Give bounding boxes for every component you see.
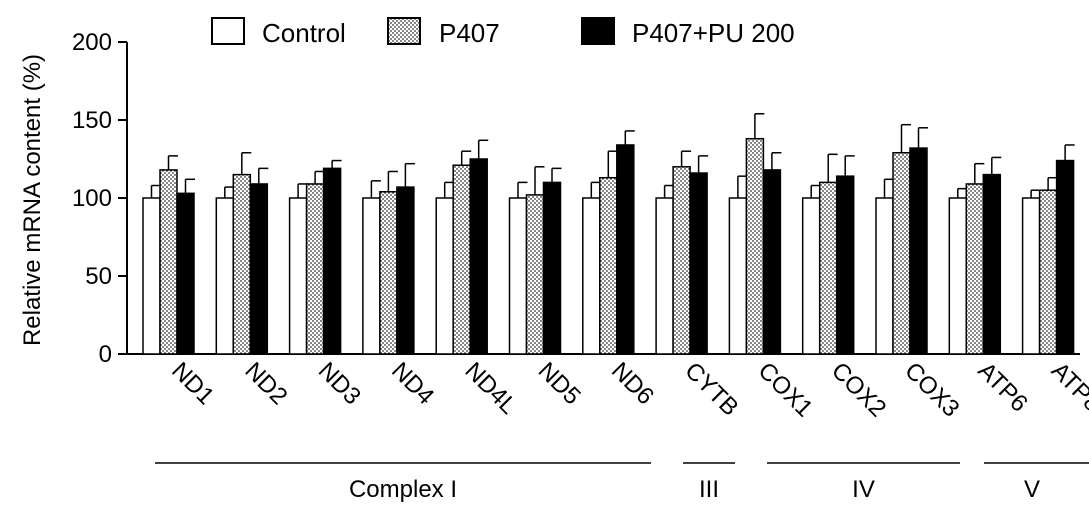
x-tick-labels: ND1 ND2 ND3 ND4 ND4L ND5 ND6 CYTB COX1 COX2 COX3 AT… xyxy=(166,357,1089,422)
y-tick-label: 100 xyxy=(72,185,112,212)
legend-label-p407: P407 xyxy=(439,18,500,48)
bar-p407-nd4 xyxy=(379,191,398,355)
complex-groups: Complex I III IV V xyxy=(155,462,1089,503)
y-tick-label: 200 xyxy=(72,29,112,56)
bar-p407-nd5 xyxy=(525,194,545,355)
bar-control-nd6 xyxy=(582,197,601,355)
x-tick-label: COX1 xyxy=(753,357,818,422)
y-tick-label: 150 xyxy=(72,107,112,134)
legend: Control P407 P407+PU 200 xyxy=(211,17,795,48)
bar-p407-nd6 xyxy=(599,176,618,355)
bar-control-nd4 xyxy=(362,197,381,355)
legend-swatch-control xyxy=(211,17,245,45)
bar-p407-pu200-nd2 xyxy=(249,183,269,355)
group-label: V xyxy=(1024,476,1040,503)
bar-p407-pu200-nd6 xyxy=(616,144,635,355)
bar-p407-nd3 xyxy=(305,183,325,355)
bar-p407-nd2 xyxy=(232,173,252,355)
group-label: IV xyxy=(852,476,875,503)
bar-p407-pu200-cox2 xyxy=(835,175,855,355)
x-tick-label: ND4L xyxy=(459,357,521,419)
bar-control-nd2 xyxy=(215,197,235,355)
bar-p407-pu200-cox1 xyxy=(762,169,782,355)
bar-control-cox3 xyxy=(875,197,894,355)
x-tick-label: ND1 xyxy=(166,357,219,410)
bar-p407-pu200-cytb xyxy=(689,172,708,355)
bar-p407-cox2 xyxy=(818,181,838,355)
x-tick-label: ND5 xyxy=(533,357,586,410)
bars xyxy=(142,113,1075,355)
bar-p407-pu200-nd4l xyxy=(469,158,488,355)
bar-control-atp6 xyxy=(948,197,968,355)
bar-p407-pu200-cox3 xyxy=(909,147,928,355)
bar-p407-atp6 xyxy=(965,183,985,355)
x-tick-label: COX2 xyxy=(826,357,891,422)
bar-control-cytb xyxy=(655,197,674,355)
group-label: Complex I xyxy=(349,476,457,503)
bar-p407-cox3 xyxy=(892,152,911,355)
bar-p407-atp8 xyxy=(1038,189,1058,355)
x-tick-label: ATP8 xyxy=(1046,357,1089,417)
bar-p407-nd4l xyxy=(452,164,471,355)
x-tick-label: CYTB xyxy=(679,357,743,421)
y-tick-label: 0 xyxy=(99,341,112,368)
x-tick-label: ND2 xyxy=(240,357,293,410)
bar-p407-pu200-atp6 xyxy=(982,173,1002,355)
bar-control-cox1 xyxy=(728,197,748,355)
bar-p407-pu200-atp8 xyxy=(1055,159,1075,355)
x-tick-label: COX3 xyxy=(899,357,964,422)
y-axis-label: Relative mRNA content (%) xyxy=(19,54,46,346)
group-label: III xyxy=(699,476,719,503)
bar-control-cox2 xyxy=(801,197,821,355)
x-tick-label: ND3 xyxy=(313,357,366,410)
legend-label-p407-pu200: P407+PU 200 xyxy=(632,18,795,48)
bar-control-nd5 xyxy=(508,197,528,355)
bar-p407-pu200-nd5 xyxy=(542,181,562,355)
x-tick-label: ND6 xyxy=(606,357,659,410)
x-tick-label: ND4 xyxy=(386,357,439,410)
bar-p407-pu200-nd3 xyxy=(322,167,342,355)
legend-label-control: Control xyxy=(262,18,346,48)
x-tick-label: ATP6 xyxy=(973,357,1033,417)
bar-p407-pu200-nd1 xyxy=(176,192,195,355)
bar-control-atp8 xyxy=(1021,197,1041,355)
bar-control-nd3 xyxy=(288,197,308,355)
bar-p407-cytb xyxy=(672,166,691,355)
y-ticks: 0 50 100 150 200 xyxy=(72,29,127,368)
y-tick-label: 50 xyxy=(85,263,112,290)
legend-swatch-p407 xyxy=(387,17,421,45)
bar-p407-cox1 xyxy=(745,137,765,355)
legend-swatch-p407-pu200 xyxy=(581,17,615,45)
bar-p407-nd1 xyxy=(159,169,178,355)
bar-control-nd1 xyxy=(142,197,161,355)
bar-p407-pu200-nd4 xyxy=(396,186,415,355)
bar-control-nd4l xyxy=(435,197,454,355)
